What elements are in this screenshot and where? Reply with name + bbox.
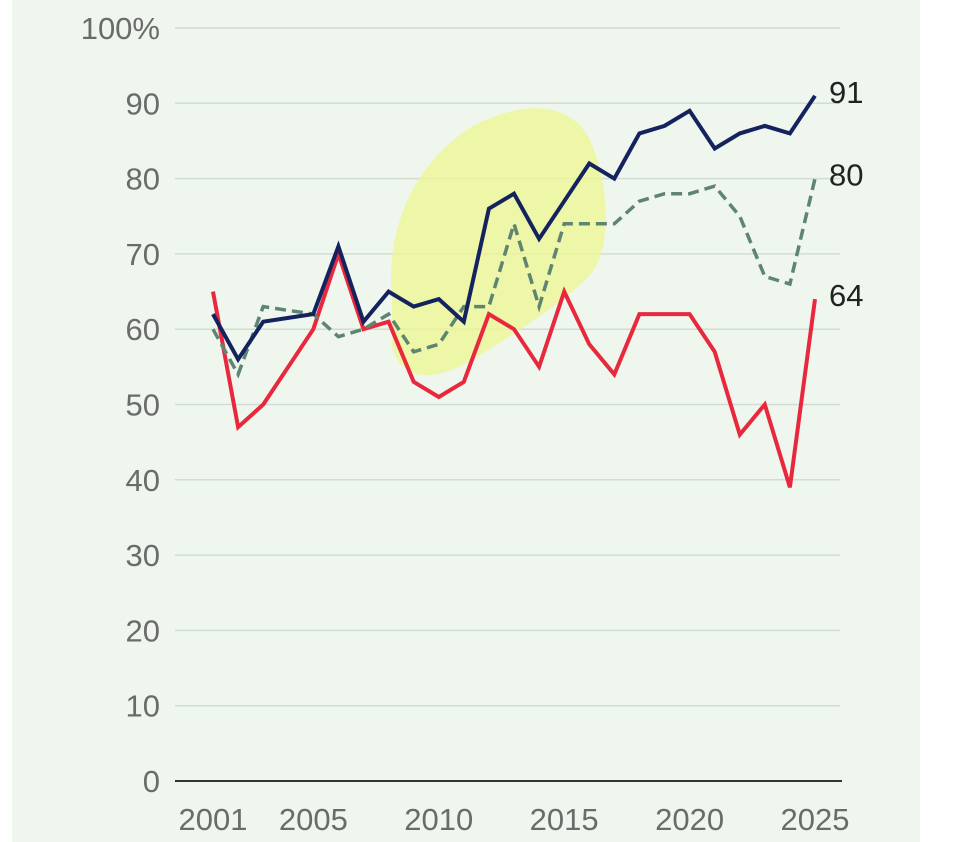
x-tick-label: 2005 [279,802,348,837]
y-tick-label: 10 [126,689,160,724]
y-tick-label: 30 [126,538,160,573]
series-line-0 [211,94,817,364]
y-tick-label: 50 [126,388,160,423]
series-line-2 [211,247,817,488]
x-tick-label: 2015 [530,802,599,837]
highlight-blob [391,108,606,376]
y-tick-label: 40 [126,463,160,498]
y-tick-label: 20 [126,613,160,648]
y-tick-labels: 0 10 20 30 40 50 60 70 80 90 100% [81,11,160,799]
x-tick-label: 2010 [404,802,473,837]
y-tick-label: 60 [126,312,160,347]
end-label-1: 80 [829,158,863,193]
x-tick-labels: 2001 2005 2010 2015 2020 2025 [179,802,850,837]
series-lines [211,94,817,488]
end-labels: 91 80 64 [829,75,863,313]
y-tick-label: 90 [126,86,160,121]
y-tick-label: 70 [126,237,160,272]
x-tick-label: 2025 [781,802,850,837]
y-tick-label: 100% [81,11,160,46]
y-tick-label: 80 [126,162,160,197]
x-tick-label: 2020 [655,802,724,837]
y-tick-label: 0 [143,764,160,799]
end-label-0: 91 [829,75,863,110]
end-label-2: 64 [829,278,863,313]
x-tick-label: 2001 [179,802,248,837]
